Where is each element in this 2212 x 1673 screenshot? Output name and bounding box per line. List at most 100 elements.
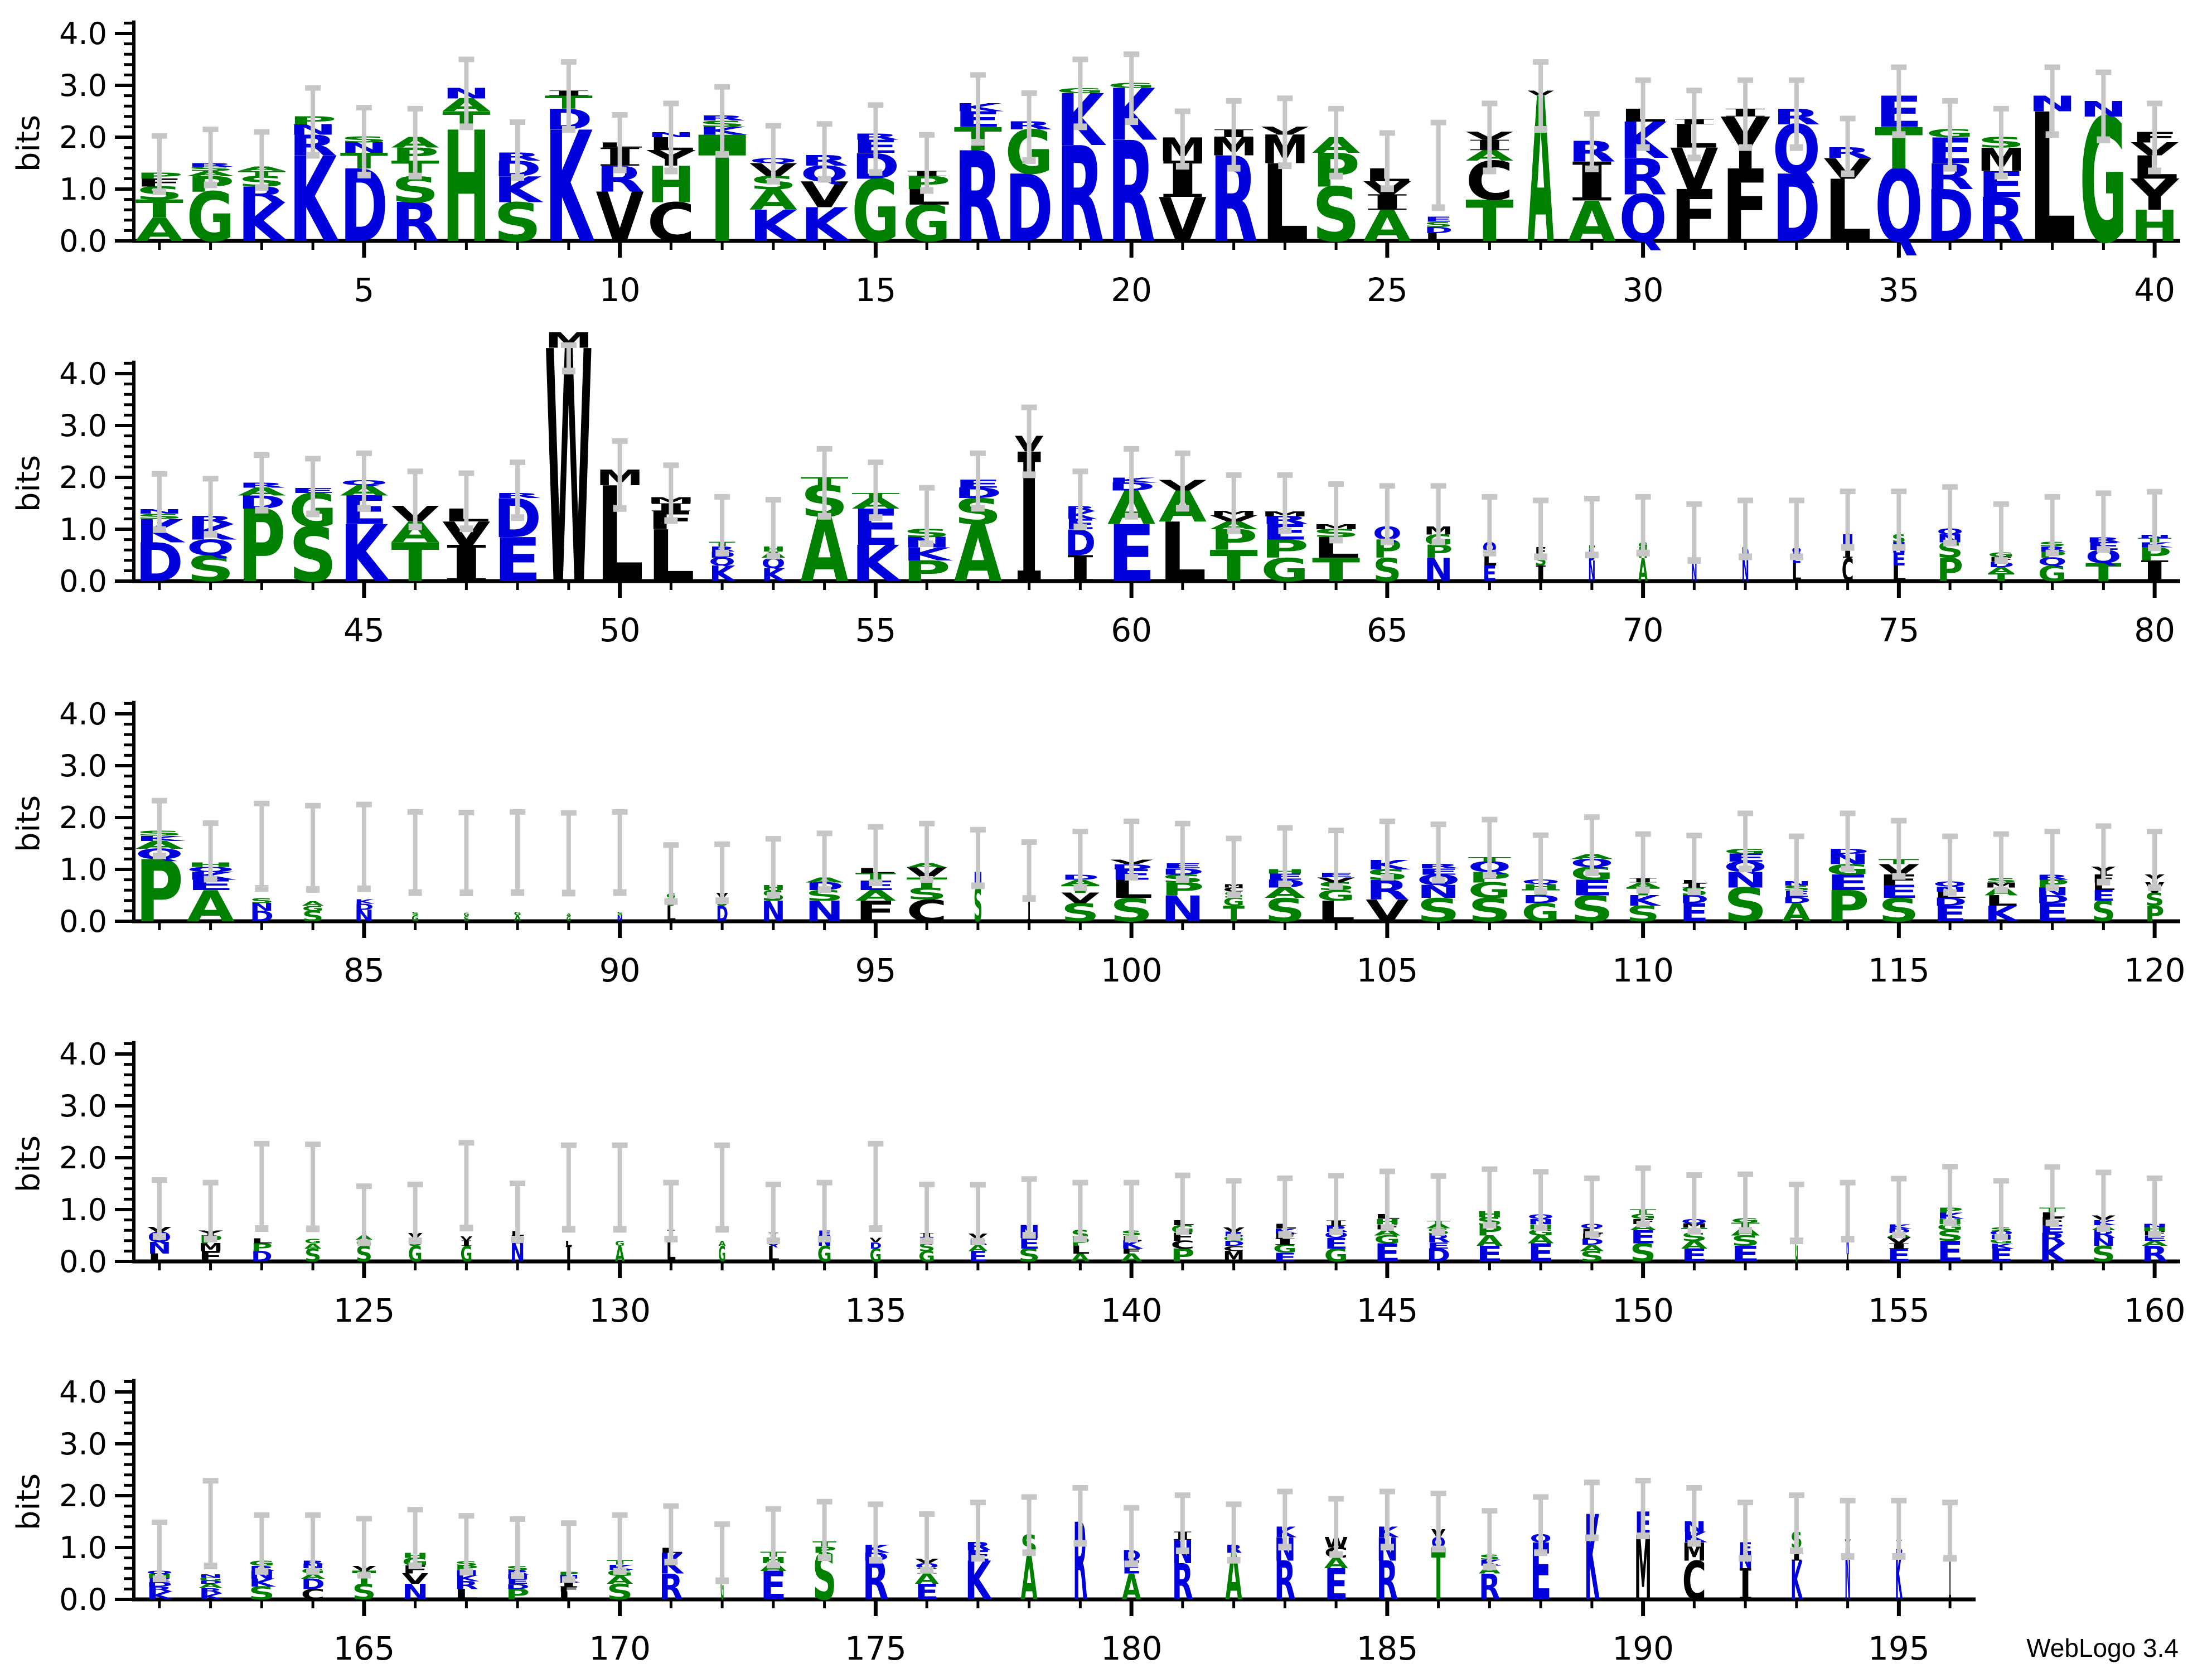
logo-letter: V [870,1237,882,1244]
error-bar [1328,1496,1344,1558]
logo-letter: K [749,201,800,251]
logo-letter: L [1824,162,1872,262]
logo-letter: A [1681,1239,1708,1251]
error-bar [151,797,167,859]
stack-pos-47: IVL [442,505,490,593]
svg-text:N: N [1846,1224,1849,1261]
error-bar [919,820,935,883]
svg-text:K: K [903,544,953,564]
error-bar [1328,105,1344,180]
x-tick-label: 55 [855,611,896,649]
stack-pos-154: IN [1846,1224,1849,1264]
svg-text:A: A [607,1574,633,1586]
x-tick-label: 80 [2134,611,2175,649]
error-bar [1174,108,1190,170]
svg-text:S: S [187,548,235,589]
logo-letter: L [767,1242,780,1266]
logo-row-3: 0.0 1.0 2.0 3.0 4.0 bits 85 90 95 100 105 110 115 120… [11,697,2185,989]
error-bar [1124,51,1140,125]
logo-letter: S [289,511,337,598]
y-tick-label: 3.0 [59,748,107,784]
y-tick-label: 0.0 [59,1582,107,1617]
svg-text:E: E [760,1564,786,1609]
x-tick-label: 75 [1878,611,1919,649]
svg-text:G: G [1374,1234,1400,1246]
logo-letter: E [1477,1242,1503,1266]
logo-letter: L [1317,894,1356,928]
svg-text:V: V [402,1571,429,1588]
svg-text:D: D [250,908,274,925]
error-bar [560,810,577,897]
logo-letter: A [135,211,183,249]
svg-text:K: K [761,564,786,585]
error-bar [510,119,526,181]
error-bar [663,462,679,524]
logo-letter: G [461,1242,473,1266]
svg-text:A: A [1121,1251,1143,1264]
svg-text:S: S [1110,892,1153,929]
error-bar [1737,77,1754,151]
logo-letter: E [1426,1241,1450,1251]
svg-text:S: S [974,878,982,932]
logo-letter: K [199,1592,224,1602]
error-bar [868,102,884,176]
svg-text:P: P [506,1587,530,1603]
svg-text:D: D [1580,1237,1604,1247]
logo-letter: N [1161,888,1204,930]
svg-text:S: S [906,885,947,903]
svg-text:N: N [355,907,374,925]
x-tick-label: 95 [855,951,896,989]
logo-letter: A [1638,552,1648,589]
stack-pos-107: SGPQT [1468,857,1512,929]
logo-letter: E [1681,1245,1707,1265]
svg-text:S: S [289,511,337,598]
logo-letter: M [1223,1249,1245,1265]
logo-letter: I [1363,190,1411,215]
error-bar [1430,821,1446,884]
logo-letter: Q [1619,182,1667,256]
logo-letter: S [1061,898,1100,927]
logo-letter: I [1949,1526,1951,1618]
error-bar [458,810,475,897]
svg-text:V: V [1159,185,1207,255]
logo-letter: D [1680,893,1709,906]
logo-letter: E [1273,1250,1297,1264]
logo-letter: A [607,1574,633,1586]
logo-letter: K [761,564,786,585]
svg-text:N: N [250,901,274,913]
svg-text:E: E [1482,562,1497,586]
stack-pos-84: SGA [302,901,324,925]
svg-text:V: V [596,179,644,258]
svg-text:P: P [1937,552,1963,589]
x-tick-label: 125 [333,1292,395,1329]
x-tick-label: 170 [589,1630,651,1667]
stack-pos-34: LVR [1824,145,1872,262]
logo-letter: D [870,1241,882,1251]
logo-letter: G [719,1242,726,1266]
logo-letter: A [1527,1234,1554,1246]
stack-pos-118: EDNPR [2035,873,2069,927]
error-bar [868,824,884,887]
error-bar [1226,472,1242,534]
logo-letter: V [402,1571,429,1588]
error-bar [868,460,884,521]
svg-text:A: A [1681,1239,1708,1251]
svg-text:Q: Q [1619,182,1667,256]
stack-pos-90: NS [617,911,622,923]
error-bar [254,452,270,514]
logo-letter: E [1630,1227,1656,1248]
error-bar [1737,497,1754,560]
svg-text:E: E [1680,898,1709,927]
error-bar [1021,1494,1037,1556]
svg-text:P: P [1261,535,1309,564]
logo-letter: R [1977,185,2025,255]
error-bar [1942,1163,1958,1226]
svg-text:A: A [302,901,324,907]
logo-letter: L [1424,231,1453,243]
logo-letter: S [918,1241,935,1254]
logo-letter: A [1121,1251,1143,1264]
svg-text:P: P [251,1241,273,1254]
logo-letter: G [870,1245,882,1265]
stack-pos-51: LFIM [647,495,695,598]
logo-letter: D [1426,1245,1450,1265]
